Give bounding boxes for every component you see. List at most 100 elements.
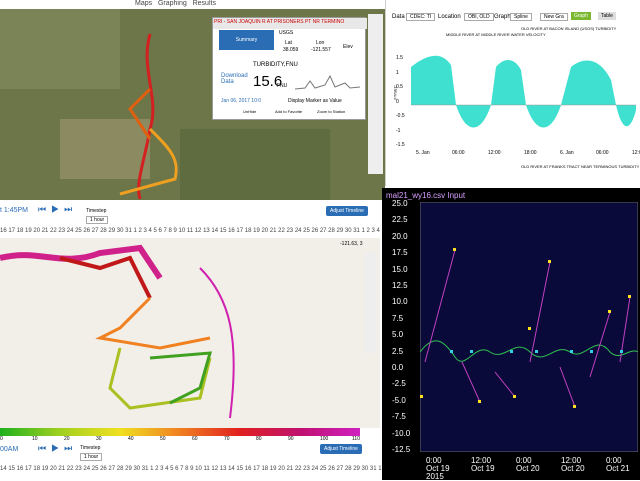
- nav-link[interactable]: Results: [192, 0, 216, 7]
- time: 00AM: [0, 446, 19, 453]
- legend: MIDDLE RIVER AT MIDDLE RIVER WATER VELOC…: [446, 32, 546, 37]
- y-tick-label: -1.5: [396, 142, 405, 148]
- y-tick-label: 22.5: [392, 215, 408, 225]
- scale-label: 40: [128, 436, 134, 442]
- label: Elev: [343, 44, 353, 50]
- x-tick-label: Oct 19: [471, 464, 495, 473]
- day-strip: 16 17 18 19 20 21 22 23 24 25 26 27 28 2…: [0, 228, 380, 234]
- table-button[interactable]: Table: [598, 12, 616, 20]
- x-tick-label: Oct 21: [606, 464, 630, 473]
- agency: USGS: [279, 30, 294, 36]
- x-tick-label: 2015: [426, 472, 444, 481]
- y-tick-label: 0.5: [396, 84, 403, 90]
- y-tick-label: 15.0: [392, 264, 408, 274]
- x-tick-label: 12:00: [471, 456, 492, 465]
- play-controls[interactable]: ⏮ ▶ ⏭: [38, 443, 73, 453]
- date: Jan 06, 2017 10:0: [221, 98, 262, 104]
- label: Location: [438, 14, 461, 20]
- scale-label: 20: [64, 436, 70, 442]
- select[interactable]: OBI, OLD: [464, 13, 494, 21]
- x-tick-label: 06:00: [596, 150, 609, 156]
- y-tick-label: 17.5: [392, 248, 408, 258]
- coordinates: -121.63, 3: [340, 241, 363, 247]
- y-tick-label: -12.5: [392, 445, 411, 454]
- select[interactable]: CDEC: TI: [406, 13, 436, 21]
- scale-label: 10: [32, 436, 38, 442]
- time: t 1:45PM: [0, 207, 29, 214]
- scale-label: 0: [0, 436, 3, 442]
- scale-label: 80: [256, 436, 262, 442]
- y-tick-label: 7.5: [392, 313, 404, 323]
- sparkline: [295, 74, 360, 90]
- plot-area: [420, 202, 638, 452]
- y-tick-label: -1: [396, 127, 401, 134]
- x-tick-label: 6. Jan: [560, 150, 574, 156]
- popup-title: PRI - SAN JOAQUIN R AT PRISONERS PT NR T…: [213, 18, 367, 29]
- station-popup: PRI - SAN JOAQUIN R AT PRISONERS PT NR T…: [212, 17, 367, 120]
- x-tick-label: 18:00: [524, 150, 537, 156]
- label: Timestep: [86, 208, 107, 214]
- x-tick-label: 0:00: [426, 456, 442, 465]
- timestep-select[interactable]: 1 hour: [80, 453, 103, 461]
- y-tick-label: -2.5: [392, 379, 406, 389]
- velocity-chart: [411, 55, 636, 128]
- x-tick-label: Oct 20: [516, 464, 540, 473]
- road-map: [0, 238, 380, 428]
- y-tick-label: -7.5: [392, 412, 406, 422]
- select[interactable]: New Gra: [540, 13, 568, 21]
- label: Data: [392, 14, 405, 20]
- nav-link[interactable]: Maps: [135, 0, 153, 7]
- x-tick-label: 0:00: [516, 456, 532, 465]
- y-tick-label: -0.5: [396, 113, 405, 119]
- scale-label: 30: [96, 436, 102, 442]
- adjust-button[interactable]: Adjust Timeline: [320, 444, 362, 454]
- nav-link[interactable]: Graphing: [157, 0, 187, 7]
- x-tick-label: 5. Jan: [416, 150, 430, 156]
- scale-label: 90: [288, 436, 294, 442]
- timestep-select[interactable]: 1 hour: [86, 216, 109, 224]
- tab[interactable]: Summary: [219, 30, 274, 50]
- y-tick-label: 0.0: [392, 363, 404, 372]
- y-tick-label: -10.0: [392, 428, 411, 438]
- label: Graph: [494, 14, 511, 20]
- y-tick-label: 20.0: [392, 231, 408, 241]
- label: Timestep: [80, 445, 101, 451]
- legend: OLD RIVER AT BACON ISLAND (USGS) TURBIDI…: [521, 26, 617, 31]
- x-tick-label: 12:00: [632, 150, 640, 156]
- y-tick-label: 25.0: [392, 199, 408, 208]
- legend: OLD RIVER AT FRANKS TRACT NEAR TERMINOUS…: [521, 164, 640, 169]
- parameter: TURBIDITY,FNU: [253, 62, 298, 68]
- color-scale: [0, 428, 360, 436]
- action[interactable]: Zoom to Station: [317, 109, 346, 114]
- y-tick-label: 2.5: [392, 346, 404, 356]
- scale-labels: 0 10 20 30 40 50 60 70 80 90 100 110: [0, 436, 360, 442]
- scale-label: 50: [160, 436, 166, 442]
- checkbox-label[interactable]: Display Marker as Value: [288, 98, 342, 104]
- plot-title: mal21_wy16.csv Input: [386, 191, 466, 200]
- x-tick-label: 0:00: [606, 456, 622, 465]
- label: Lon: [316, 40, 325, 46]
- y-tick-label: 12.5: [392, 281, 408, 290]
- graph-panel: Data CDEC: TI Location OBI, OLD Graph Sp…: [385, 0, 640, 186]
- x-tick-label: Oct 19: [426, 464, 450, 473]
- x-tick-label: 12:00: [488, 150, 501, 156]
- action[interactable]: Add to Favorite: [275, 109, 303, 114]
- scale-label: 60: [192, 436, 198, 442]
- y-tick-label: 10.0: [392, 297, 408, 307]
- x-tick-label: 06:00: [452, 150, 465, 156]
- play-controls[interactable]: ⏮ ▶ ⏭: [38, 204, 73, 214]
- download-link[interactable]: Download Data: [221, 73, 248, 85]
- label: Lat: [285, 40, 292, 46]
- plot-window: mal21_wy16.csv Input 25.0 22.5 20.0 17.5 15.…: [382, 188, 640, 481]
- adjust-button[interactable]: Adjust Timeline: [326, 206, 368, 216]
- scale-label: 100: [320, 436, 329, 442]
- unit: FNU: [277, 83, 288, 89]
- day-strip: 14 15 16 17 18 19 20 21 22 23 24 25 26 2…: [0, 466, 392, 472]
- x-tick-label: 12:00: [561, 456, 582, 465]
- nav-links: Maps Graphing Results: [135, 0, 216, 7]
- action[interactable]: UnHide: [243, 109, 257, 114]
- y-tick-label: -5.0: [392, 395, 406, 405]
- select[interactable]: Spline: [510, 13, 532, 21]
- graph-button[interactable]: Graph: [571, 12, 591, 20]
